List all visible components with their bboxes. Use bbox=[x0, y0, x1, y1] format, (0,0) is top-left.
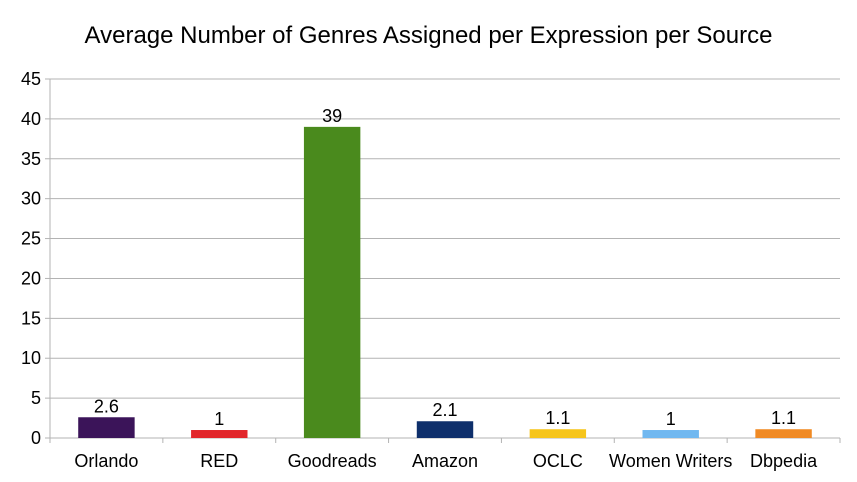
y-tick-label: 10 bbox=[21, 348, 41, 368]
y-tick-label: 30 bbox=[21, 189, 41, 209]
bar bbox=[529, 429, 587, 438]
data-label: 1.1 bbox=[545, 408, 570, 428]
chart-title: Average Number of Genres Assigned per Ex… bbox=[84, 22, 773, 49]
data-label: 1 bbox=[666, 409, 676, 429]
bar bbox=[642, 430, 699, 438]
x-tick-label: OCLC bbox=[533, 451, 583, 471]
x-tick-label: RED bbox=[200, 451, 238, 471]
y-tick-label: 25 bbox=[21, 229, 41, 249]
bar bbox=[191, 430, 248, 438]
x-tick-label: Dbpedia bbox=[750, 451, 818, 471]
y-tick-label: 5 bbox=[31, 388, 41, 408]
data-label: 39 bbox=[322, 106, 342, 126]
y-tick-label: 45 bbox=[21, 69, 41, 89]
x-tick-label: Amazon bbox=[412, 451, 478, 471]
data-label: 2.6 bbox=[94, 396, 119, 416]
bar bbox=[78, 417, 135, 438]
gridlines bbox=[50, 78, 840, 439]
data-label: 1.1 bbox=[771, 408, 796, 428]
y-tick-label: 40 bbox=[21, 109, 41, 129]
bar bbox=[416, 421, 474, 438]
y-tick-label: 0 bbox=[31, 428, 41, 448]
y-tick-label: 20 bbox=[21, 268, 41, 288]
data-label: 1 bbox=[214, 409, 224, 429]
bar bbox=[755, 429, 812, 438]
bars bbox=[78, 126, 812, 438]
x-tick-label: Orlando bbox=[74, 451, 138, 471]
x-tick-label: Women Writers bbox=[609, 451, 732, 471]
bar bbox=[303, 126, 361, 438]
axes: 0 5 10 15 20 25 30 35 40 45 bbox=[21, 69, 841, 448]
data-label: 2.1 bbox=[432, 400, 457, 420]
x-tick-label: Goodreads bbox=[288, 451, 377, 471]
labels: 2.6 Orlando 1 RED 39 Goodreads 2.1 Amazon 1.1 OCL… bbox=[74, 106, 818, 471]
y-tick-label: 15 bbox=[21, 308, 41, 328]
y-tick-label: 35 bbox=[21, 149, 41, 169]
